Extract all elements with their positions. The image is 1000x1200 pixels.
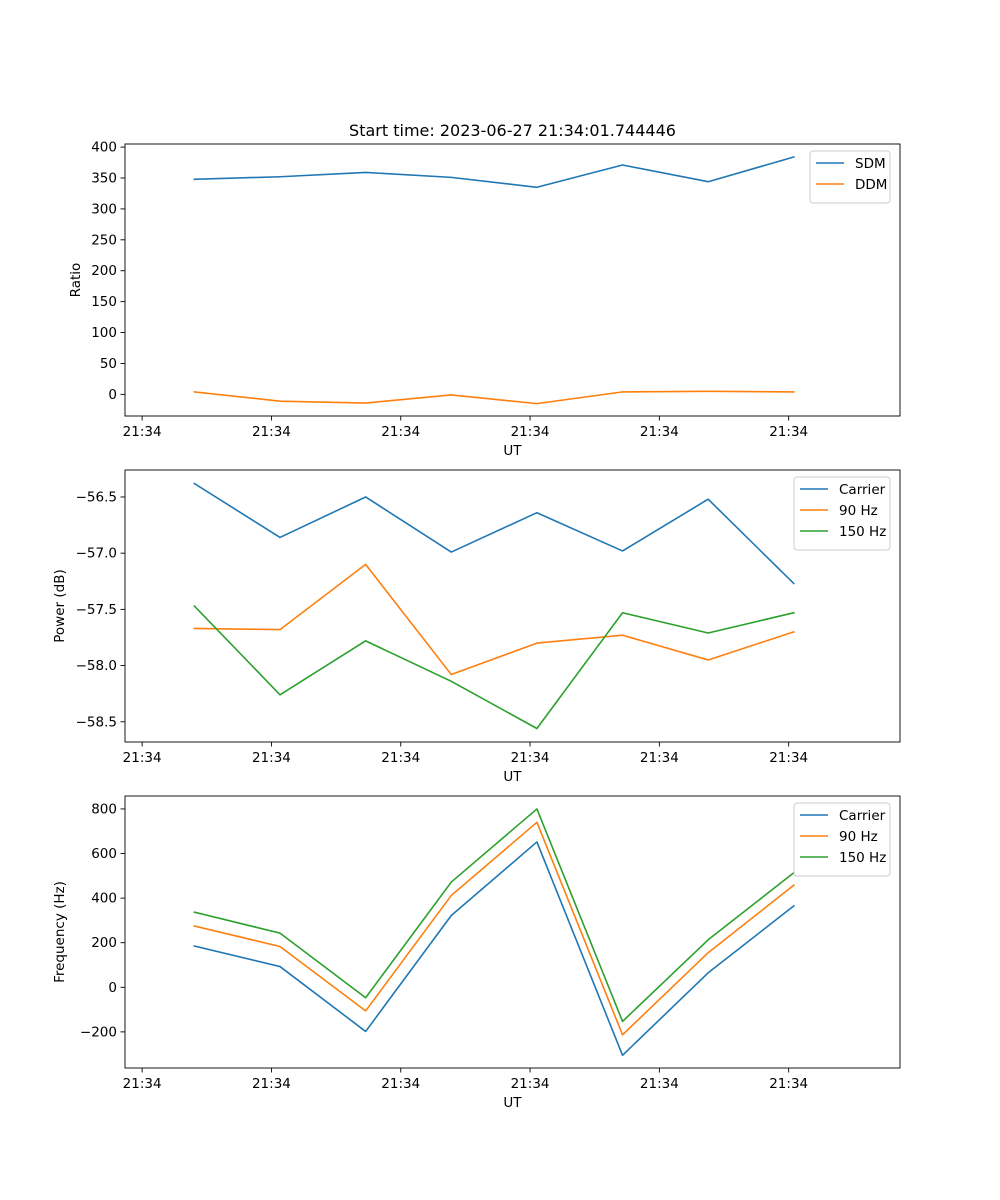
chart-title: Start time: 2023-06-27 21:34:01.744446 xyxy=(349,121,676,140)
legend-label: Carrier xyxy=(839,808,886,824)
x-tick-label: 21:34 xyxy=(381,1076,420,1092)
x-axis-label: UT xyxy=(503,1095,522,1111)
plot-frame xyxy=(124,143,901,417)
y-axis-label: Frequency (Hz) xyxy=(52,881,68,983)
y-tick-label: −56.5 xyxy=(76,489,117,505)
y-tick-label: 0 xyxy=(108,980,117,996)
series-line-carrier xyxy=(193,841,795,1057)
x-tick-label: 21:34 xyxy=(511,424,550,440)
x-tick-label: 21:34 xyxy=(252,424,291,440)
series-line-150-hz xyxy=(193,808,795,1023)
legend-box xyxy=(809,150,891,204)
y-tick-label: 800 xyxy=(91,801,117,817)
y-tick-label: 200 xyxy=(91,263,117,279)
x-tick-label: 21:34 xyxy=(511,1076,550,1092)
series-line-90-hz xyxy=(193,563,795,676)
legend-label: Carrier xyxy=(839,482,886,498)
series-line-sdm xyxy=(193,155,795,189)
legend-label: 150 Hz xyxy=(839,524,886,540)
y-tick-label: 200 xyxy=(91,935,117,951)
x-tick-label: 21:34 xyxy=(769,1076,808,1092)
y-tick-label: −58.5 xyxy=(76,714,117,730)
x-tick-label: 21:34 xyxy=(123,424,162,440)
y-tick-label: 600 xyxy=(91,846,117,862)
y-tick-label: −57.5 xyxy=(76,602,117,618)
x-tick-label: 21:34 xyxy=(123,1076,162,1092)
plot-frame xyxy=(124,469,901,743)
x-tick-label: 21:34 xyxy=(640,1076,679,1092)
y-tick-label: 0 xyxy=(108,387,117,403)
legend: Carrier 90 Hz 150 Hz xyxy=(793,802,891,877)
series-line-ddm xyxy=(193,390,795,405)
x-tick-label: 21:34 xyxy=(640,424,679,440)
y-tick-label: −200 xyxy=(80,1024,117,1040)
y-tick-label: 400 xyxy=(91,140,117,156)
series-line-90-hz xyxy=(193,821,795,1036)
series-line-150-hz xyxy=(193,604,795,730)
y-tick-label: −57.0 xyxy=(76,546,117,562)
x-axis-label: UT xyxy=(503,443,522,459)
series-line-carrier xyxy=(193,482,795,585)
x-tick-label: 21:34 xyxy=(123,750,162,766)
legend-label: 150 Hz xyxy=(839,850,886,866)
y-tick-label: 350 xyxy=(91,171,117,187)
legend: SDM DDM xyxy=(809,150,891,204)
x-tick-label: 21:34 xyxy=(252,750,291,766)
y-tick-label: 300 xyxy=(91,201,117,217)
x-tick-label: 21:34 xyxy=(769,750,808,766)
x-tick-label: 21:34 xyxy=(640,750,679,766)
y-tick-label: −58.0 xyxy=(76,658,117,674)
y-axis-label: Power (dB) xyxy=(52,569,68,642)
x-tick-label: 21:34 xyxy=(381,424,420,440)
legend-label: 90 Hz xyxy=(839,829,878,845)
x-tick-label: 21:34 xyxy=(252,1076,291,1092)
x-axis-label: UT xyxy=(503,769,522,785)
legend-label: 90 Hz xyxy=(839,503,878,519)
legend-label: DDM xyxy=(855,177,887,193)
plot-frame xyxy=(124,795,901,1069)
y-tick-label: 50 xyxy=(100,356,117,372)
legend-label: SDM xyxy=(855,156,886,172)
panel-3: 21:34 21:34 21:34 21:34 21:34 21:34 −200 0 200 40… xyxy=(52,795,901,1111)
x-tick-label: 21:34 xyxy=(511,750,550,766)
y-tick-label: 150 xyxy=(91,294,117,310)
y-tick-label: 250 xyxy=(91,232,117,248)
panel-2: 21:34 21:34 21:34 21:34 21:34 21:34 −58.5 −58.0… xyxy=(52,469,901,785)
legend: Carrier 90 Hz 150 Hz xyxy=(793,476,891,551)
y-axis-label: Ratio xyxy=(68,263,84,298)
x-tick-label: 21:34 xyxy=(769,424,808,440)
panel-1: 21:34 21:34 21:34 21:34 21:34 21:34 0 50 100 150 2… xyxy=(68,121,901,459)
y-tick-label: 400 xyxy=(91,891,117,907)
x-tick-label: 21:34 xyxy=(381,750,420,766)
y-tick-label: 100 xyxy=(91,325,117,341)
